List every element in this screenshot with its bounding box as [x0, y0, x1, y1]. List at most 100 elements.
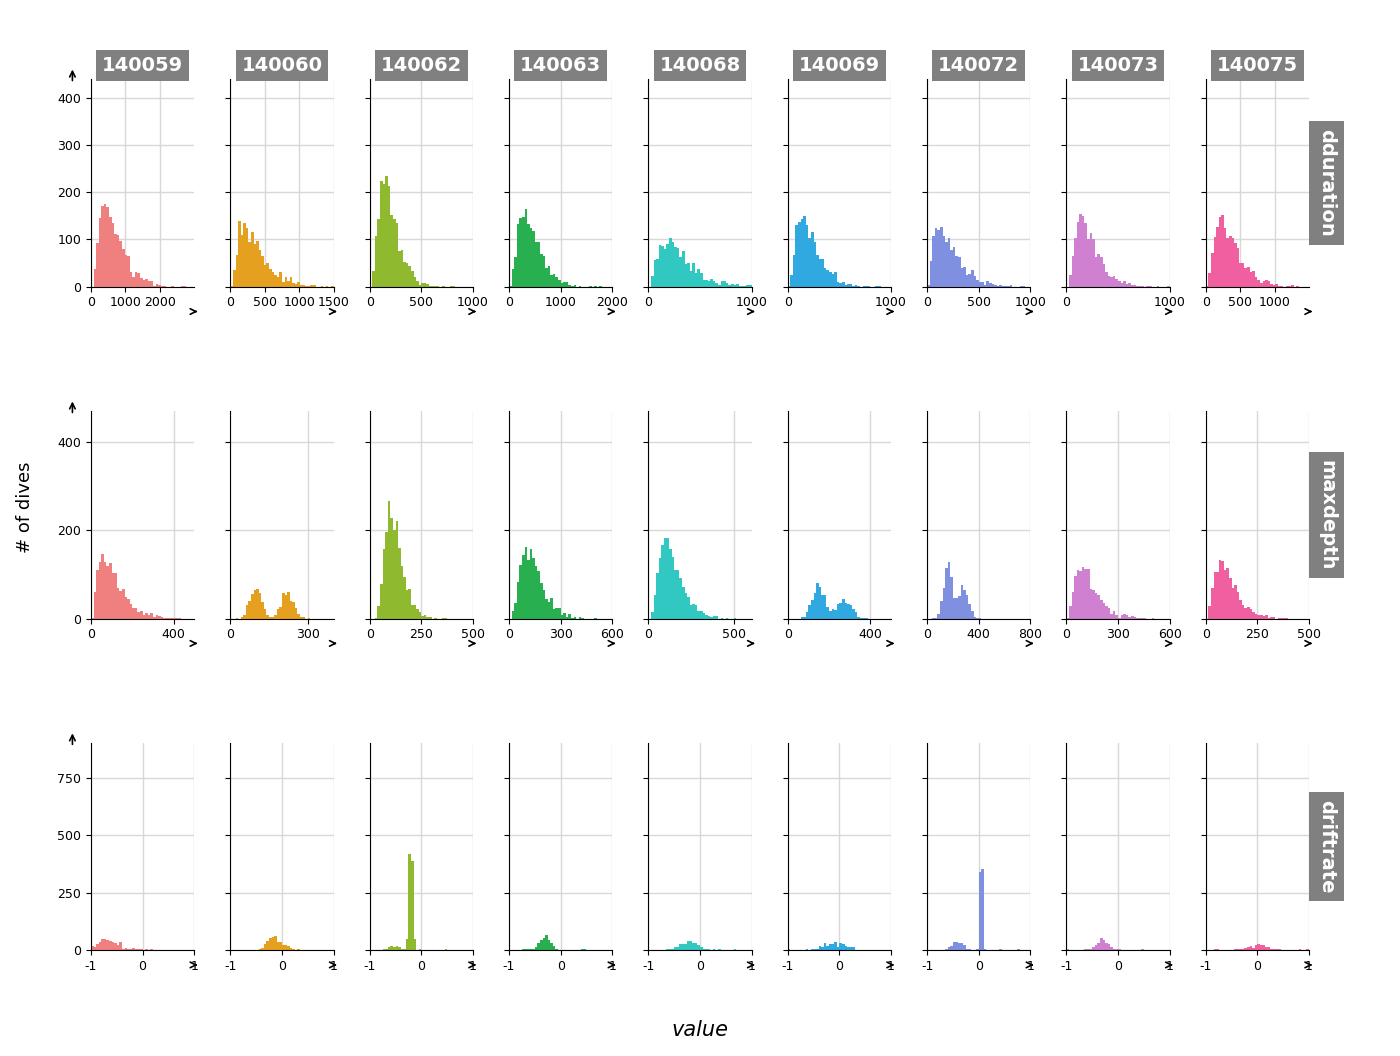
Bar [1107, 608, 1110, 619]
Bar [1077, 570, 1079, 619]
Bar [938, 615, 939, 619]
Bar [428, 617, 431, 619]
Bar [721, 281, 724, 286]
Bar [125, 598, 127, 619]
Bar [972, 611, 973, 619]
Bar [855, 285, 857, 286]
Bar [1214, 571, 1217, 619]
Bar [651, 611, 654, 619]
Bar [398, 947, 400, 950]
Bar [1275, 284, 1278, 286]
Bar [99, 942, 101, 950]
Bar [826, 946, 829, 950]
Bar [1126, 284, 1128, 286]
Bar [1242, 605, 1245, 619]
Bar [388, 947, 391, 950]
Bar [550, 598, 553, 619]
Bar [519, 565, 522, 619]
Bar [519, 219, 522, 286]
Bar [300, 285, 302, 286]
Bar [1247, 267, 1250, 286]
Bar [150, 949, 153, 950]
Bar [566, 617, 568, 619]
Bar [416, 609, 419, 619]
Text: maxdepth: maxdepth [1317, 459, 1336, 570]
Bar [988, 283, 991, 286]
Bar [690, 941, 692, 950]
Bar [991, 284, 994, 286]
Title: 140059: 140059 [102, 56, 183, 75]
Bar [1236, 592, 1239, 619]
Bar [822, 947, 823, 950]
Bar [400, 566, 403, 619]
Bar [122, 949, 125, 950]
Bar [675, 570, 676, 619]
Bar [1103, 264, 1105, 286]
Bar [132, 948, 134, 950]
Bar [511, 269, 514, 286]
Bar [850, 947, 853, 950]
Bar [272, 271, 274, 286]
Bar [1126, 616, 1128, 619]
Bar [115, 233, 116, 286]
Bar [1077, 222, 1079, 286]
Bar [955, 942, 958, 950]
Bar [274, 936, 277, 950]
Bar [657, 260, 659, 286]
Bar [556, 277, 559, 286]
Bar [262, 256, 263, 286]
Bar [1074, 576, 1077, 619]
Bar [1120, 615, 1123, 619]
Bar [119, 590, 122, 619]
Bar [1110, 947, 1113, 950]
Bar [1239, 601, 1242, 619]
Bar [529, 549, 532, 619]
Bar [1141, 949, 1144, 950]
Bar [238, 221, 241, 286]
Bar [1252, 612, 1254, 619]
Bar [654, 595, 657, 619]
Bar [116, 587, 119, 619]
Bar [412, 270, 413, 286]
Bar [853, 609, 855, 619]
Bar [395, 522, 398, 619]
Bar [806, 225, 808, 286]
Bar [682, 587, 685, 619]
Bar [813, 242, 816, 286]
Text: driftrate: driftrate [1317, 800, 1336, 893]
Bar [857, 617, 860, 619]
Bar [137, 274, 140, 286]
Bar [253, 244, 256, 286]
Bar [953, 942, 955, 950]
Bar [253, 590, 256, 619]
Bar [1232, 238, 1235, 286]
Bar [419, 949, 421, 950]
Bar [302, 617, 305, 619]
Bar [143, 281, 146, 286]
Bar [106, 940, 109, 950]
Bar [651, 277, 654, 286]
Bar [694, 274, 697, 286]
Bar [834, 272, 837, 286]
Bar [556, 948, 559, 950]
Text: dduration: dduration [1317, 129, 1336, 237]
Bar [262, 948, 263, 950]
Bar [385, 176, 388, 286]
Bar [413, 939, 416, 950]
Bar [725, 283, 728, 286]
Bar [522, 555, 525, 619]
Bar [976, 949, 979, 950]
Bar [385, 531, 388, 619]
Bar [1268, 281, 1270, 286]
Bar [1224, 228, 1226, 286]
Bar [143, 616, 146, 619]
Bar [104, 204, 106, 286]
Bar [832, 944, 834, 950]
Bar [427, 617, 428, 619]
Bar [385, 949, 388, 950]
Bar [710, 279, 713, 286]
Bar [966, 948, 969, 950]
Bar [290, 601, 293, 619]
Bar [517, 224, 519, 286]
Bar [158, 617, 161, 619]
